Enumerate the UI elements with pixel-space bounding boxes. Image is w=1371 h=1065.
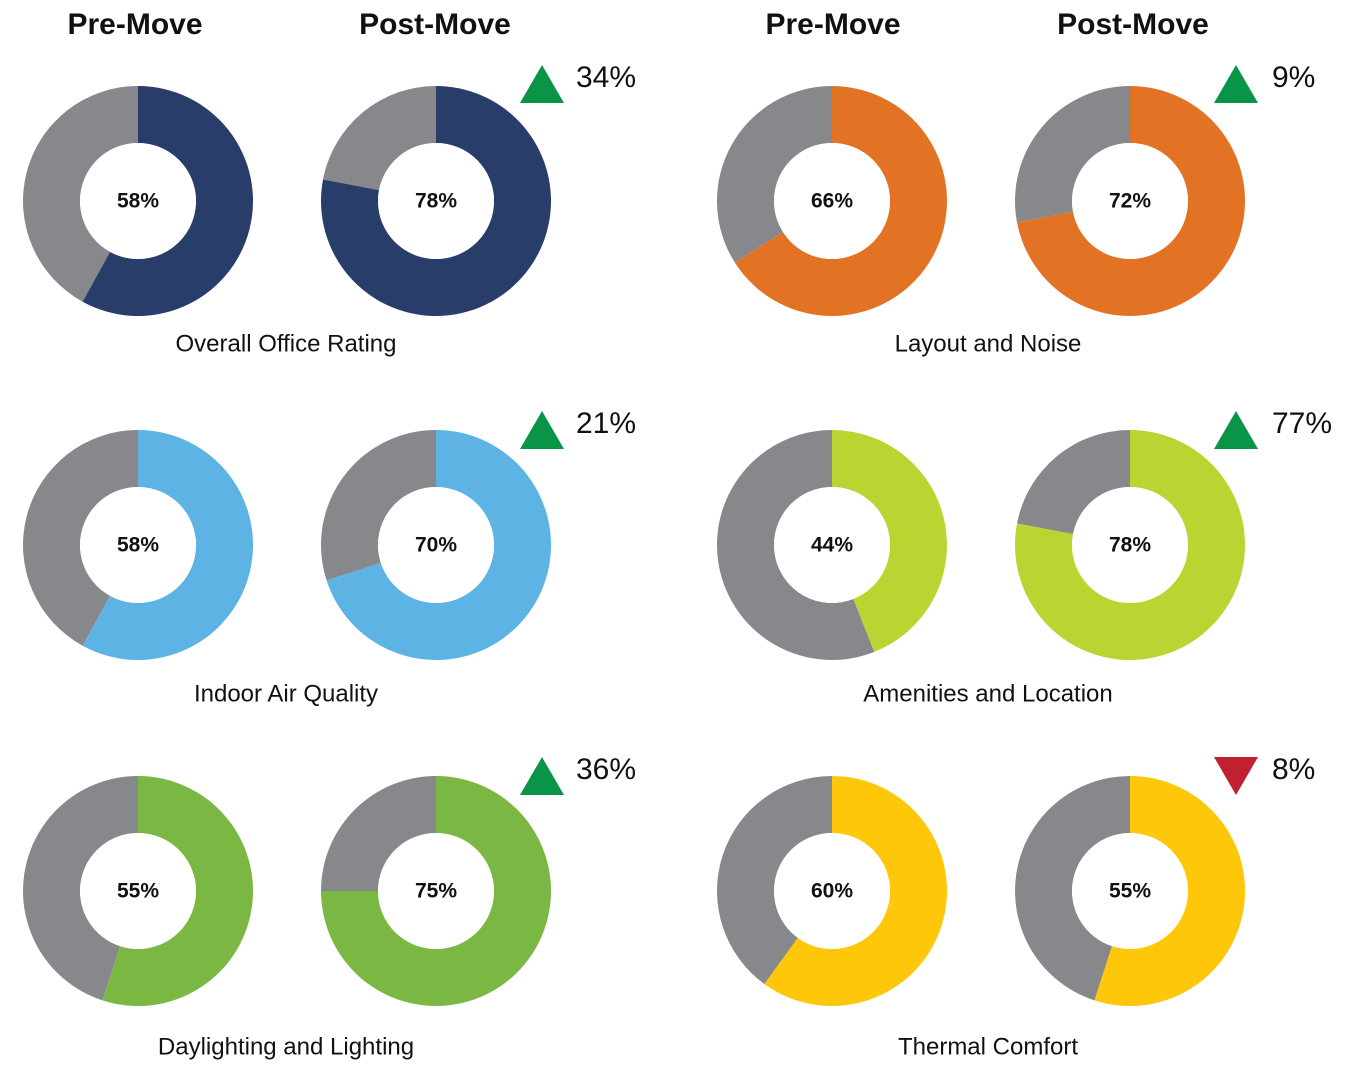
chart-title: Indoor Air Quality [194,680,378,707]
donut-hole [774,143,890,259]
donut-hole [774,833,890,949]
donut-remainder [1014,776,1130,1001]
donut-segment [82,430,253,660]
donut-hole [378,143,494,259]
change-arrow [1214,411,1258,449]
change-label: 21% [576,407,636,440]
chart-title: Daylighting and Lighting [158,1033,414,1060]
donut-remainder [321,430,436,581]
donut-hole [774,487,890,603]
change-label: 36% [576,753,636,786]
column-header: Pre-Move [67,8,202,41]
center-label: 78% [1109,534,1151,557]
donut-segment [320,86,551,316]
chart-title: Thermal Comfort [898,1033,1078,1060]
center-label: 75% [415,880,457,903]
donut-segment [321,776,551,1006]
column-header: Pre-Move [765,8,900,41]
donut-remainder [22,776,138,1001]
center-label: 70% [415,534,457,557]
donut-segment [326,430,551,660]
donut-remainder [323,86,436,191]
donut-segment [734,86,947,317]
donut-remainder [717,430,875,660]
donut-remainder [1015,86,1130,223]
center-label: 58% [117,534,159,557]
donut-hole [80,833,196,949]
donut-hole [80,487,196,603]
donut-hole [378,833,494,949]
center-label: 72% [1109,190,1151,213]
change-label: 8% [1272,753,1315,786]
change-label: 9% [1272,61,1315,94]
chart-title: Layout and Noise [895,330,1082,357]
center-label: 60% [811,880,853,903]
donut-hole [1072,143,1188,259]
change-label: 34% [576,61,636,94]
center-label: 55% [117,880,159,903]
donut-remainder [22,430,138,646]
donut-segment [82,86,254,316]
donut-segment [1017,86,1245,316]
center-label: 58% [117,190,159,213]
donut-hole [378,487,494,603]
column-header: Post-Move [359,8,511,41]
change-arrow [1214,65,1258,103]
center-label: 78% [415,190,457,213]
donut-remainder [717,776,832,985]
chart-title: Amenities and Location [863,680,1113,707]
donut-segment [764,776,948,1006]
donut-hole [1072,833,1188,949]
change-arrow [520,65,564,103]
change-label: 77% [1272,407,1332,440]
column-header: Post-Move [1057,8,1209,41]
donut-remainder [23,86,138,302]
chart-title: Overall Office Rating [176,330,397,357]
donut-remainder [717,86,832,263]
donut-segment [1015,430,1245,660]
donut-segment [102,776,253,1006]
donut-segment [1094,776,1245,1006]
donut-remainder [1017,430,1130,535]
donut-remainder [321,776,436,891]
donut-segment [832,430,947,652]
donut-hole [80,143,196,259]
change-arrow [520,411,564,449]
change-arrow [1214,757,1258,795]
donut-hole [1072,487,1188,603]
center-label: 66% [811,190,853,213]
center-label: 44% [811,534,853,557]
change-arrow [520,757,564,795]
center-label: 55% [1109,880,1151,903]
